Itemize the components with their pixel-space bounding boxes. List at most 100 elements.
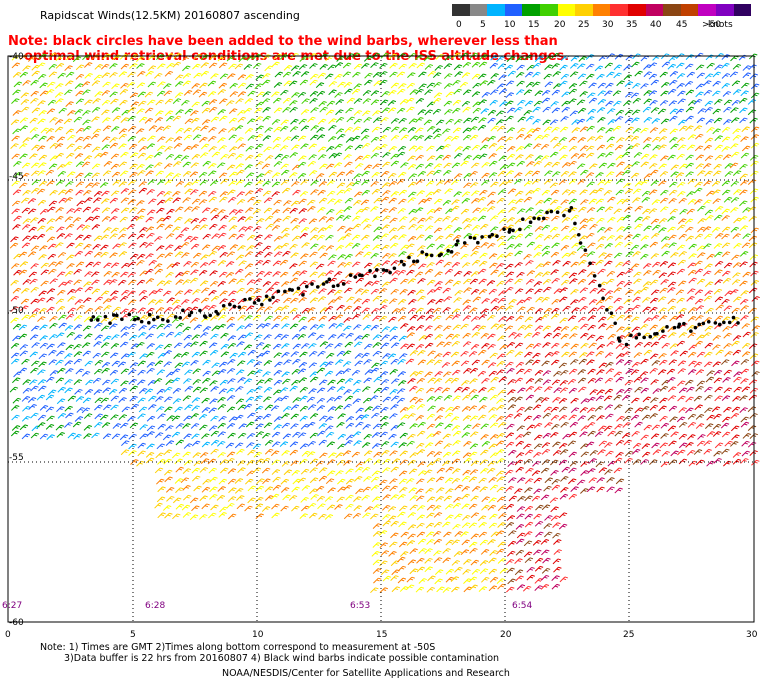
wind-barb xyxy=(676,244,686,251)
wind-barb xyxy=(389,335,398,342)
wind-barb xyxy=(28,313,37,320)
wind-barb xyxy=(291,368,300,375)
wind-barb xyxy=(299,232,308,239)
wind-barb xyxy=(676,153,685,160)
wind-barb xyxy=(148,395,157,402)
wind-barb xyxy=(477,268,487,275)
wind-barb xyxy=(586,125,595,132)
wind-barb xyxy=(209,270,218,277)
wind-barb xyxy=(65,128,75,135)
wind-barb xyxy=(309,488,318,495)
wind-barb xyxy=(409,135,418,142)
wind-barb xyxy=(715,349,724,356)
wind-barb xyxy=(38,154,48,161)
wind-barb xyxy=(505,361,514,368)
wind-barb xyxy=(661,243,670,249)
wind-barb xyxy=(245,145,254,152)
wind-barb xyxy=(685,154,694,161)
wind-barb xyxy=(640,153,650,160)
wind-barb xyxy=(145,170,154,177)
wind-barb xyxy=(38,180,48,187)
wind-barb xyxy=(660,236,670,242)
wind-barb xyxy=(658,218,668,224)
wind-barb xyxy=(739,117,748,124)
wind-barb xyxy=(445,568,455,575)
wind-barb xyxy=(66,263,75,269)
wind-barb xyxy=(108,389,118,395)
lat-lon-grid xyxy=(7,55,755,623)
wind-barb xyxy=(19,261,29,268)
wind-barb xyxy=(100,290,110,297)
wind-barb xyxy=(496,110,505,117)
wind-barb xyxy=(381,161,391,168)
wind-barb xyxy=(415,370,424,377)
wind-barb xyxy=(507,540,517,547)
wind-barb xyxy=(363,262,373,269)
wind-barb xyxy=(714,279,723,285)
wind-barb xyxy=(553,549,562,555)
lon-label-0: 0 xyxy=(5,630,11,640)
wind-barb xyxy=(174,92,184,99)
wind-barb xyxy=(442,170,452,176)
contamination-circle xyxy=(268,298,272,302)
wind-barb xyxy=(524,521,534,528)
wind-barb xyxy=(345,242,354,249)
wind-barb xyxy=(10,280,19,286)
wind-barb xyxy=(667,271,676,278)
wind-barb xyxy=(488,568,498,575)
wind-barb xyxy=(146,232,155,239)
wind-barb xyxy=(643,349,653,356)
wind-barb xyxy=(228,117,238,124)
wind-barb xyxy=(30,97,39,104)
wind-barb xyxy=(111,433,121,440)
wind-barb xyxy=(523,458,533,465)
wind-barb xyxy=(274,153,283,160)
wind-barb xyxy=(37,414,47,421)
wind-barb xyxy=(199,136,208,143)
wind-barb xyxy=(586,421,596,428)
wind-barb xyxy=(614,144,624,151)
contamination-circle xyxy=(717,322,722,327)
wind-barb xyxy=(750,196,759,203)
wind-barb xyxy=(21,162,31,169)
wind-barb xyxy=(558,137,568,143)
wind-barb xyxy=(346,116,355,123)
wind-barb xyxy=(201,119,211,126)
wind-barb xyxy=(677,144,687,151)
wind-barb xyxy=(172,513,181,520)
wind-barb xyxy=(487,135,496,142)
wind-barb xyxy=(489,215,499,222)
wind-barb xyxy=(273,126,282,133)
contamination-circle xyxy=(136,316,140,321)
contamination-note-line-1: Note: black circles have been added to t… xyxy=(8,34,558,49)
wind-barb xyxy=(326,441,335,448)
wind-barb xyxy=(379,71,388,77)
wind-barb xyxy=(442,307,451,313)
wind-barb xyxy=(210,73,219,79)
wind-barb xyxy=(120,63,130,70)
wind-barb xyxy=(118,71,128,78)
wind-barb xyxy=(372,350,381,357)
wind-barb xyxy=(145,268,154,275)
wind-barb xyxy=(235,398,245,405)
wind-barb xyxy=(577,107,587,114)
wind-barb xyxy=(517,387,526,394)
wind-barb xyxy=(361,333,370,340)
wind-barb xyxy=(190,413,199,419)
wind-barb xyxy=(544,422,553,428)
wind-barb xyxy=(139,145,148,152)
wind-barb xyxy=(436,407,445,413)
wind-barb xyxy=(244,271,254,278)
wind-barb xyxy=(568,83,578,89)
wind-barb xyxy=(712,361,721,368)
wind-barb xyxy=(640,83,649,89)
contamination-circle xyxy=(388,270,392,275)
wind-barb xyxy=(139,295,148,302)
wind-barb xyxy=(508,449,517,456)
wind-barb xyxy=(121,440,130,447)
wind-barb xyxy=(315,485,325,492)
wind-barb xyxy=(352,215,361,222)
wind-barb xyxy=(192,252,202,259)
wind-barb xyxy=(589,223,598,230)
wind-barb xyxy=(409,262,418,268)
